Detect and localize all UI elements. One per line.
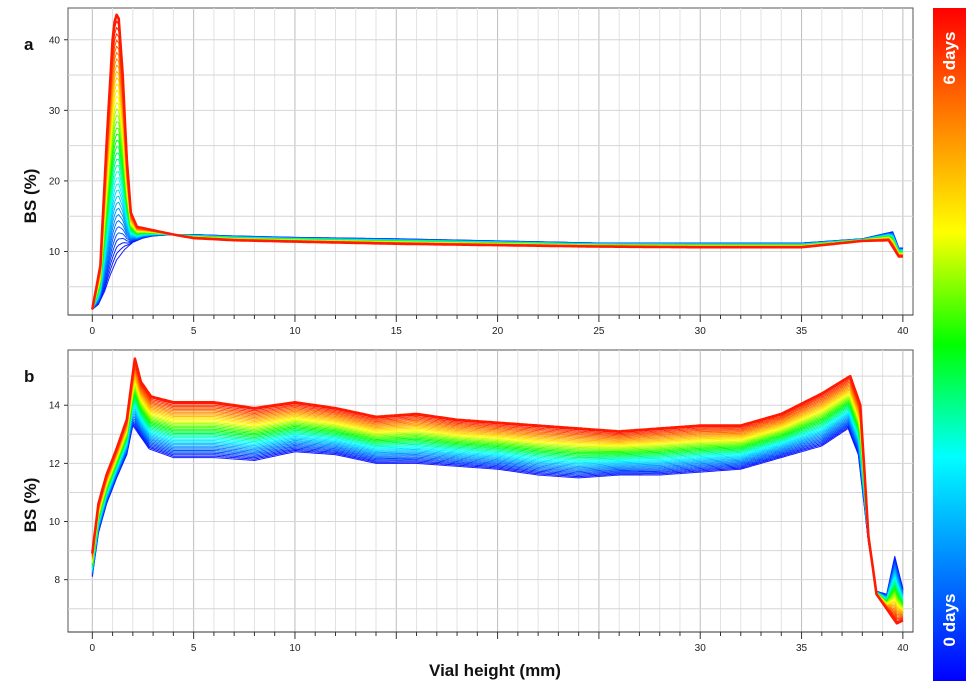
series-line-b-20 [91,392,904,606]
panel-a-ylabel: BS (%) [21,169,40,224]
panel-b-ylabel: BS (%) [21,478,40,533]
x-tick-label: 20 [492,326,504,337]
x-tick-label: 5 [191,326,197,337]
series-line-b-9 [91,411,904,599]
series-line-b-28 [91,377,904,612]
series-line-b-17 [91,397,904,603]
x-tick-label: 35 [796,326,808,337]
series-line-b-6 [91,417,904,597]
series-line-b-2 [91,422,904,596]
series-line-b-37 [91,361,904,621]
panel-a-letter: a [24,35,34,54]
series-line-b-23 [91,386,904,608]
x-axis-title: Vial height (mm) [429,661,561,680]
series-line-b-10 [91,410,904,599]
y-tick-label: 40 [49,35,61,46]
panel-b: 0 5 10 30 35 40 8 10 12 14 b BS (%) Vial height (… [21,349,914,680]
panel-b-frame [67,349,914,633]
x-tick-label: 0 [90,643,96,654]
series-line-b-32 [91,370,904,616]
series-line-b-30 [91,374,904,614]
series-line-b-22 [91,388,904,607]
x-tick-label: 30 [695,326,707,337]
series-line-b-15 [91,401,904,601]
series-line-b-18 [91,395,904,604]
series-line-a-39 [91,13,903,310]
series-line-b-24 [91,385,904,609]
y-tick-label: 30 [49,106,61,117]
series-line-b-36 [91,363,903,620]
x-tick-label: 35 [796,643,808,654]
y-tick-label: 10 [49,517,61,528]
series-line-b-0 [91,425,904,595]
colorbar-top-label: 6 days [940,32,959,85]
series-line-b-19 [91,394,904,605]
series-line-b-35 [91,365,903,618]
series-line-b-14 [91,402,904,601]
series-line-b-8 [91,413,904,598]
panel-a: 0 5 10 15 20 25 30 35 40 10 20 30 40 a BS (%) [21,7,914,337]
panel-a-grid [68,8,913,315]
x-tick-label: 25 [593,326,605,337]
series-line-b-12 [91,406,904,600]
x-tick-label: 10 [289,326,301,337]
panel-b-ticks: 0 5 10 30 35 40 8 10 12 14 [49,401,913,654]
series-line-b-34 [91,367,903,617]
series-line-b-33 [91,369,904,616]
series-line-b-29 [91,376,904,613]
y-tick-label: 12 [49,459,61,470]
series-line-b-7 [91,415,904,598]
x-tick-label: 0 [90,326,96,337]
colorbar-gradient [933,8,966,681]
series-line-b-11 [91,408,904,599]
x-tick-label: 15 [391,326,403,337]
panel-a-ticks: 0 5 10 15 20 25 30 35 40 10 20 30 40 [49,35,913,337]
series-line-b-1 [91,423,904,596]
series-line-b-21 [91,390,904,606]
colorbar: 6 days 0 days [933,8,966,681]
y-tick-label: 14 [49,401,61,412]
series-line-b-4 [91,419,904,597]
colorbar-bottom-label: 0 days [940,594,959,647]
panel-b-curves [91,357,904,625]
panel-a-curves [91,13,903,310]
series-line-b-25 [91,383,904,610]
x-tick-label: 5 [191,643,197,654]
x-tick-label: 40 [897,643,909,654]
panel-a-frame [67,7,914,316]
y-tick-label: 8 [54,575,60,586]
series-line-b-16 [91,399,904,602]
series-line-b-5 [91,418,904,597]
x-tick-label: 40 [897,326,909,337]
x-tick-label: 10 [289,643,301,654]
series-line-b-26 [91,381,904,611]
y-tick-label: 10 [49,247,61,258]
series-line-b-39 [91,357,904,625]
series-line-b-27 [91,379,904,611]
series-line-b-3 [91,421,904,596]
series-line-b-31 [91,372,904,615]
x-tick-label: 30 [695,643,707,654]
series-line-b-13 [91,404,904,600]
y-tick-label: 20 [49,176,61,187]
panel-b-letter: b [24,367,34,386]
